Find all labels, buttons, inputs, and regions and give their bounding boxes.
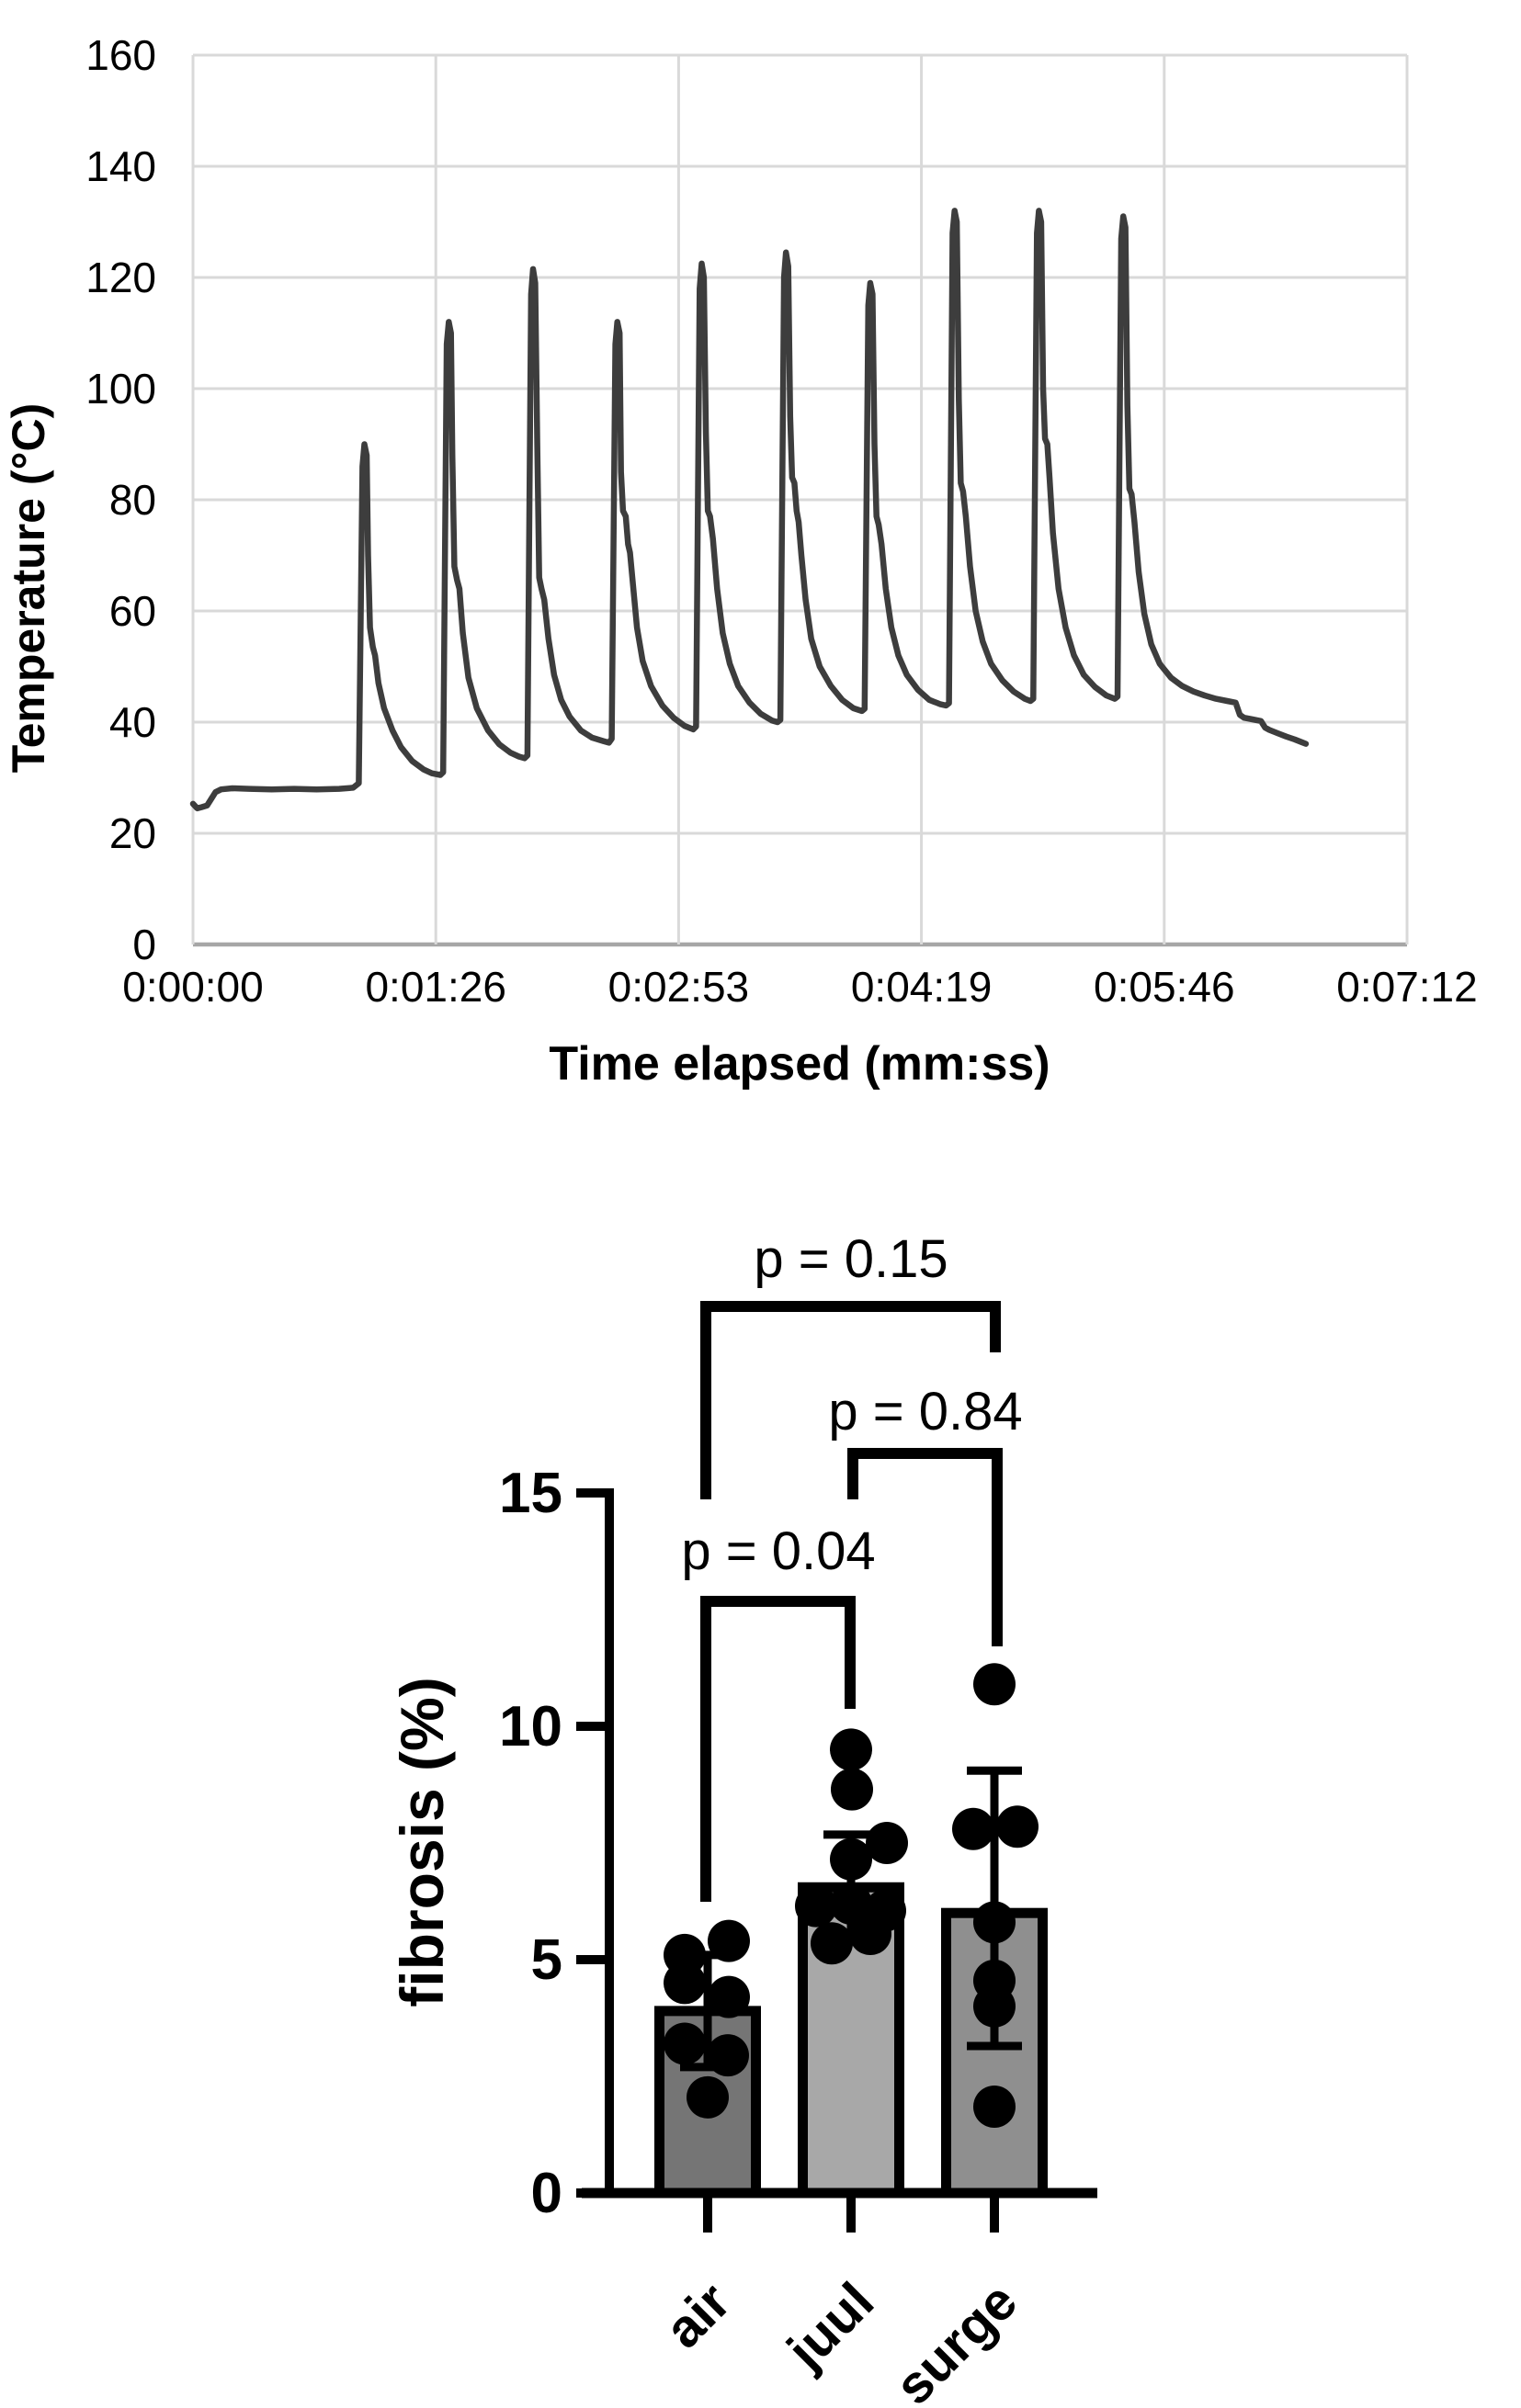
y-tick-label: 80: [109, 476, 156, 524]
x-tick-label: 0:01:26: [365, 963, 505, 1011]
x-tick-label: 0:07:12: [1336, 963, 1477, 1011]
y-tick-label: 15: [499, 1462, 562, 1525]
data-point-juul: [795, 1884, 837, 1928]
data-point-juul: [849, 1913, 891, 1956]
category-label-juul: juul: [776, 2271, 886, 2381]
temperature-chart: 0 20 40 60 80 100 120 140 160 0:00:00 0:01:26 0:02:…: [3, 31, 1478, 1091]
data-point-juul: [866, 1822, 908, 1864]
x-tick-label: 0:02:53: [608, 963, 749, 1011]
data-point-air: [664, 2022, 706, 2065]
data-point-air: [708, 1975, 750, 2018]
data-point-air: [687, 2075, 729, 2119]
y-tick-label: 0: [132, 921, 156, 968]
significance-bracket: [700, 1301, 1001, 1499]
data-point-surge: [973, 1663, 1016, 1706]
y-tick-label: 160: [85, 31, 156, 79]
category-label-air: air: [653, 2271, 742, 2359]
data-point-juul: [831, 1768, 873, 1811]
x-tick-label: 0:00:00: [122, 963, 263, 1011]
y-tick-label: 5: [531, 1928, 562, 1992]
y-tick-label: 120: [85, 254, 156, 301]
fibrosis-axis-title: fibrosis (%): [388, 1677, 456, 2007]
y-tick-label: 140: [85, 142, 156, 190]
y-tick-label: 10: [499, 1695, 562, 1758]
data-point-surge: [973, 1901, 1016, 1944]
category-label-surge: surge: [884, 2271, 1029, 2408]
x-tick-label: 0:05:46: [1094, 963, 1234, 1011]
temperature-series-line: [189, 208, 1310, 812]
data-point-surge: [973, 1984, 1016, 2028]
significance-label: p = 0.15: [754, 1229, 948, 1289]
data-point-surge: [952, 1807, 994, 1850]
data-point-juul: [830, 1837, 872, 1881]
significance-label: p = 0.04: [681, 1521, 875, 1581]
data-point-juul: [830, 1882, 872, 1926]
y-axis-title: Temperature (°C): [3, 403, 54, 773]
data-point-air: [707, 2034, 749, 2077]
data-point-surge: [996, 1805, 1039, 1848]
significance-bracket: [847, 1448, 1003, 1646]
y-tick-label: 100: [85, 365, 156, 413]
data-point-juul: [811, 1922, 853, 1965]
data-point-air: [708, 1919, 750, 1962]
y-tick-label: 60: [109, 587, 156, 635]
x-tick-label: 0:04:19: [851, 963, 992, 1011]
data-point-surge: [973, 2086, 1016, 2129]
x-axis-title: Time elapsed (mm:ss): [549, 1037, 1050, 1091]
significance-bracket: [700, 1596, 856, 1902]
significance-label: p = 0.84: [828, 1382, 1022, 1441]
data-point-juul: [830, 1728, 872, 1771]
y-tick-label: 20: [109, 809, 156, 857]
y-tick-label: 40: [109, 698, 156, 746]
data-point-air: [664, 1961, 706, 2005]
y-tick-label: 0: [531, 2162, 562, 2225]
